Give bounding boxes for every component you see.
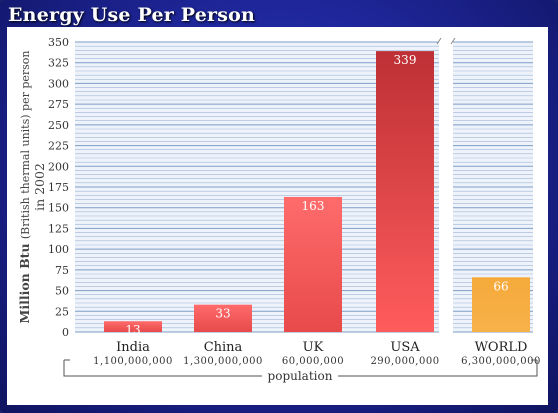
y-tick-label: 125 <box>48 222 69 235</box>
x-tick-label: UK <box>303 340 324 355</box>
chart-panel: 0 25 50 75 100 125 150 175 200 225 250 275 300 325 350… <box>7 27 548 405</box>
bar <box>284 196 342 332</box>
population-label: 60,000,000 <box>282 356 344 367</box>
y-tick-label: 50 <box>55 285 69 298</box>
y-axis-title-unit: Million Btu <box>17 239 32 323</box>
axis-break-mark <box>450 37 456 45</box>
population-label-backing <box>262 369 338 383</box>
x-tick-label: USA <box>390 340 420 355</box>
population-label: 6,300,000,000 <box>461 356 541 367</box>
population-label: 1,300,000,000 <box>183 356 263 367</box>
chart-title: Energy Use Per Person <box>8 4 256 26</box>
data-label: 66 <box>493 279 508 293</box>
bar <box>104 321 162 332</box>
y-tick-label: 100 <box>48 243 69 256</box>
y-tick-label: 325 <box>48 57 69 70</box>
y-tick-label: 0 <box>62 326 69 339</box>
bar-chart: 0 25 50 75 100 125 150 175 200 225 250 275 300 325 350… <box>17 36 541 383</box>
y-tick-label: 300 <box>48 77 69 90</box>
x-tick-label: WORLD <box>475 340 528 355</box>
y-axis-title-line2: in 2002 <box>32 163 47 211</box>
x-tick-label: India <box>116 340 150 355</box>
data-label: 163 <box>302 199 325 213</box>
y-tick-label: 225 <box>48 140 69 153</box>
y-axis-title: Million Btu (British thermal units) per … <box>17 51 47 324</box>
population-label: 1,100,000,000 <box>93 356 173 367</box>
x-tick-label: China <box>204 340 243 355</box>
x-axis-title: population <box>268 369 333 383</box>
bar <box>194 304 252 332</box>
y-tick-label: 75 <box>55 264 69 277</box>
data-label: 13 <box>125 323 140 337</box>
y-tick-label: 25 <box>55 305 69 318</box>
data-label: 339 <box>394 53 417 67</box>
data-label: 33 <box>215 307 230 321</box>
y-tick-label: 350 <box>48 36 69 49</box>
y-axis-title-line1: Million Btu (British thermal units) per … <box>17 51 32 324</box>
axis-break-gap <box>439 40 453 334</box>
y-tick-label: 275 <box>48 98 69 111</box>
bar <box>376 51 434 332</box>
population-label: 290,000,000 <box>370 356 439 367</box>
y-tick-label: 250 <box>48 119 69 132</box>
y-tick-label: 175 <box>48 181 69 194</box>
y-tick-label: 200 <box>48 160 69 173</box>
bar <box>472 277 530 332</box>
axis-break-mark <box>436 37 442 45</box>
y-axis-title-rest: (British thermal units) per person <box>19 51 32 240</box>
y-tick-label: 150 <box>48 202 69 215</box>
